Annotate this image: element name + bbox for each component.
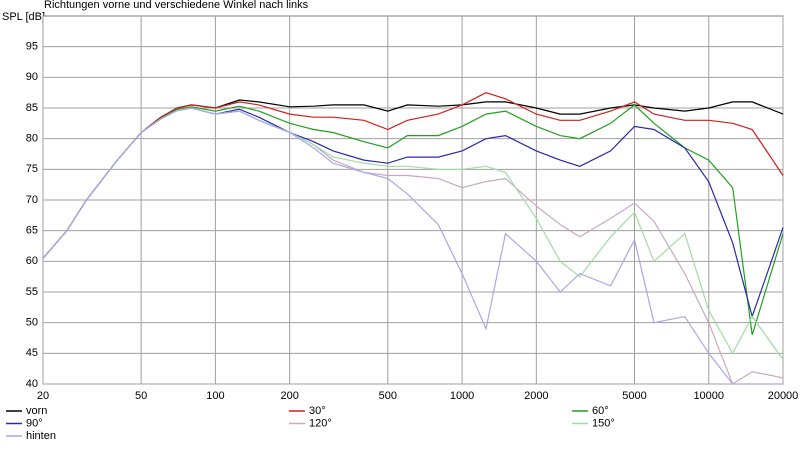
x-tick-label: 2000 <box>524 390 548 402</box>
legend-label: 30° <box>309 405 326 417</box>
legend-label: 120° <box>309 417 332 429</box>
y-tick-label: 75 <box>26 163 38 175</box>
x-tick-label: 200 <box>280 390 298 402</box>
series-line <box>42 104 784 336</box>
y-tick-label: 60 <box>26 255 38 267</box>
y-tick-label: 90 <box>26 71 38 83</box>
x-tick-label: 10000 <box>693 390 724 402</box>
y-tick-label: 40 <box>26 378 38 390</box>
legend-label: hinten <box>26 430 56 442</box>
legend-label: vorn <box>26 405 47 417</box>
x-tick-label: 1000 <box>450 390 474 402</box>
y-tick-label: 45 <box>26 347 38 359</box>
legend-label: 60° <box>592 405 609 417</box>
chart-title: Richtungen vorne und verschiedene Winkel… <box>44 0 309 11</box>
y-tick-label: 65 <box>26 225 38 237</box>
y-tick-label: 70 <box>26 194 38 206</box>
series-line <box>42 107 783 385</box>
x-tick-label: 100 <box>206 390 224 402</box>
series-line <box>42 92 784 259</box>
y-axis-label: SPL [dB] <box>2 11 45 23</box>
x-tick-label: 20000 <box>768 390 799 402</box>
x-tick-label: 20 <box>37 390 49 402</box>
x-tick-label: 500 <box>379 390 397 402</box>
y-tick-label: 95 <box>26 41 38 53</box>
y-tick-label: 85 <box>26 102 38 114</box>
legend-label: 150° <box>592 417 615 429</box>
legend-label: 90° <box>26 417 43 429</box>
y-tick-label: 50 <box>26 317 38 329</box>
x-tick-label: 50 <box>135 390 147 402</box>
x-tick-label: 5000 <box>622 390 646 402</box>
y-tick-label: 80 <box>26 133 38 145</box>
y-tick-label: 55 <box>26 286 38 298</box>
